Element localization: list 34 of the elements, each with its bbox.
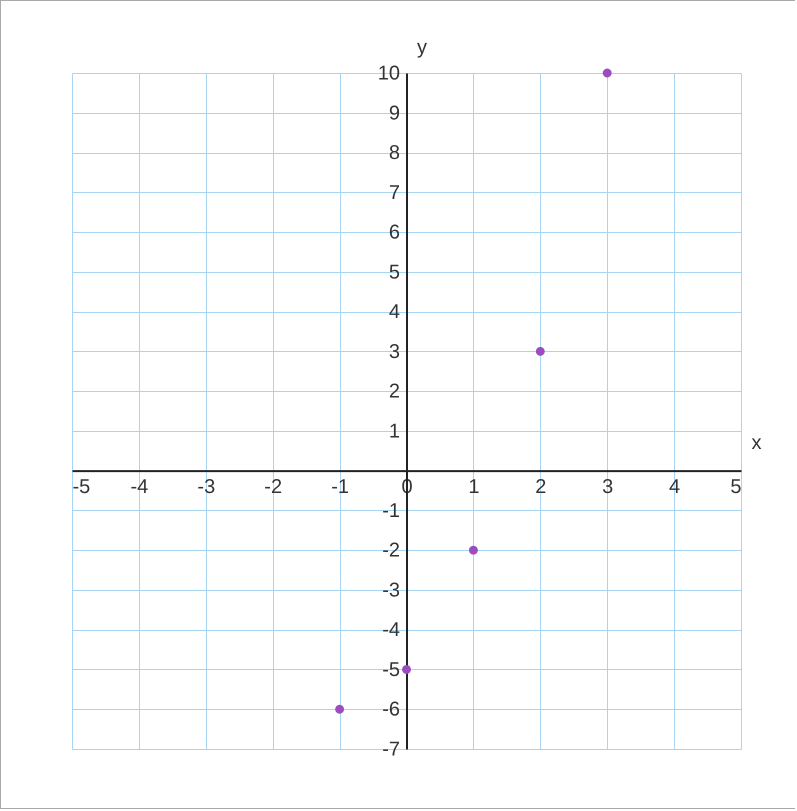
x-tick-label: 2 xyxy=(535,476,546,498)
point xyxy=(468,546,478,555)
x-tick-label: 3 xyxy=(602,476,614,498)
y-tick-label: -5 xyxy=(382,658,400,681)
x-tick-label: 4 xyxy=(669,476,680,498)
x-tick-label: -1 xyxy=(331,476,349,498)
y-axis-title: y xyxy=(417,36,427,58)
y-tick-label: 9 xyxy=(388,102,400,124)
x-tick-label: 1 xyxy=(468,476,480,498)
y-tick-label: -4 xyxy=(382,619,400,642)
x-tick-label: -5 xyxy=(72,476,90,498)
y-tick-label: -7 xyxy=(382,738,400,760)
y-tick-label: -3 xyxy=(382,579,400,602)
y-tick-label: -1 xyxy=(382,500,400,522)
y-tick-label: 3 xyxy=(388,340,400,363)
x-axis-title: x xyxy=(752,432,762,454)
y-tick-label: 7 xyxy=(388,182,400,204)
y-tick-label: 2 xyxy=(388,380,400,403)
point xyxy=(602,68,612,78)
y-tick-label: 5 xyxy=(388,261,400,284)
x-tick-label: 5 xyxy=(730,476,742,498)
point xyxy=(536,346,545,356)
point xyxy=(402,665,411,674)
x-tick-label: -2 xyxy=(264,476,282,498)
y-tick-label: 10 xyxy=(378,62,400,84)
y-tick-label: 8 xyxy=(388,142,400,164)
y-tick-label: 4 xyxy=(388,301,400,324)
point xyxy=(335,704,344,714)
y-tick-label: 6 xyxy=(388,222,400,244)
y-tick-label: -2 xyxy=(382,540,400,562)
y-tick-label: -6 xyxy=(382,698,400,721)
x-tick-label: -3 xyxy=(197,476,216,498)
x-tick-label: -4 xyxy=(130,476,148,498)
y-tick-label: 1 xyxy=(388,420,400,442)
